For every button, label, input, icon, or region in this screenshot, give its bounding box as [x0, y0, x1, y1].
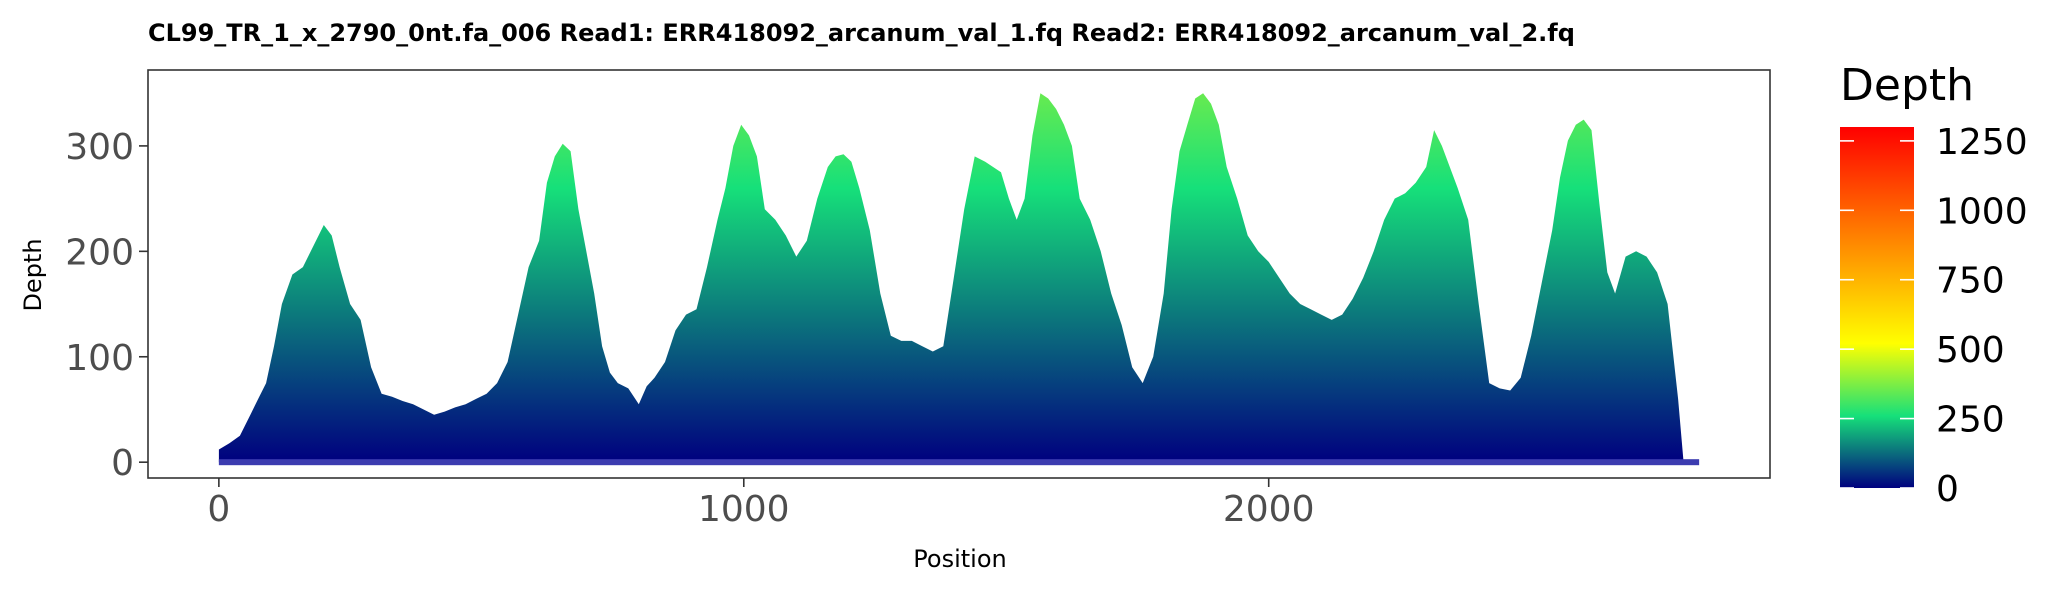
- y-tick-label: 100: [65, 338, 134, 379]
- coverage-area: [218, 93, 1684, 463]
- y-axis: 0 100 200 300: [65, 127, 148, 484]
- y-axis-title: Depth: [19, 238, 47, 311]
- x-axis-title: Position: [913, 545, 1006, 573]
- legend-title: Depth: [1840, 60, 1974, 111]
- legend-colorbar: [1840, 127, 1914, 488]
- x-tick-label: 1000: [698, 489, 790, 530]
- coverage-area-layer: [218, 93, 1700, 466]
- legend-tick-label: 500: [1936, 330, 2005, 371]
- x-tick-label: 2000: [1223, 489, 1315, 530]
- legend-tick-label: 1250: [1936, 122, 2028, 163]
- chart-title: CL99_TR_1_x_2790_0nt.fa_006 Read1: ERR41…: [148, 19, 1575, 47]
- plot-panel: [147, 69, 1771, 479]
- legend-ticks: 0 250 500 750 1000 1250: [1840, 122, 2028, 510]
- legend-tick-label: 1000: [1936, 191, 2028, 232]
- plot-panel-border: [147, 69, 1771, 479]
- zero-depth-baseline: [218, 459, 1700, 466]
- y-tick-label: 0: [111, 443, 134, 484]
- legend-tick-label: 0: [1936, 469, 1959, 510]
- x-tick-label: 0: [207, 489, 230, 530]
- y-tick-label: 200: [65, 232, 134, 273]
- legend-tick-label: 250: [1936, 400, 2005, 441]
- x-axis: 0 1000 2000: [207, 478, 1315, 530]
- y-tick-label: 300: [65, 127, 134, 168]
- depth-legend: Depth 0 250 500 750 1000 1250: [1840, 60, 2028, 510]
- legend-tick-label: 750: [1936, 261, 2005, 302]
